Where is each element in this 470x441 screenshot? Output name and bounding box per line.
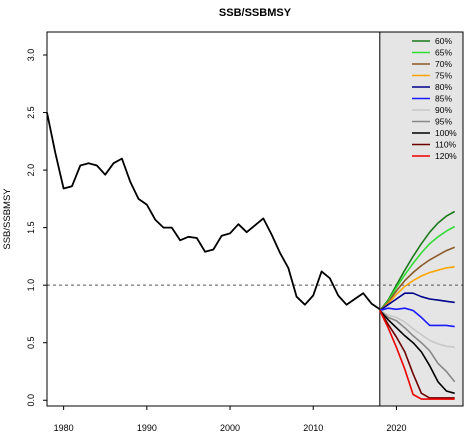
x-tick-label: 2010 (303, 423, 323, 433)
legend-label: 70% (435, 59, 452, 69)
y-tick-label: 1.5 (26, 221, 36, 234)
series-line-85pct (379, 307, 455, 328)
x-tick-label: 2000 (220, 423, 240, 433)
legend-label: 85% (435, 94, 452, 104)
series-line-75pct (379, 266, 455, 312)
legend: 60% 65%70% 75%80% 85%90% 95%100% 110%120% (412, 36, 457, 161)
x-tick-label: 1980 (54, 423, 74, 433)
legend-label: 60% (435, 36, 452, 46)
y-tick-label: 1.0 (26, 279, 36, 292)
legend-label: 100% (435, 128, 457, 138)
x-tick-label: 2020 (386, 423, 406, 433)
series-layer (46, 112, 456, 400)
y-tick-label: 2.5 (26, 106, 36, 119)
legend-label: 65% (435, 48, 452, 58)
series-line-120pct (379, 310, 455, 400)
legend-label: 120% (435, 151, 457, 161)
y-tick-label: 2.0 (26, 164, 36, 177)
series-line-65pct (379, 225, 456, 312)
plot-frame (46, 31, 464, 407)
series-line-110pct (379, 310, 455, 399)
series-line-80pct (379, 292, 455, 312)
y-tick-label: 0.5 (26, 336, 36, 349)
series-line-95pct (379, 309, 456, 383)
series-line-70pct (379, 246, 456, 312)
legend-label: 75% (435, 71, 452, 81)
legend-label: 95% (435, 117, 452, 127)
legend-label: 80% (435, 82, 452, 92)
x-tick-label: 1990 (137, 423, 157, 433)
y-tick-label: 0.0 (26, 394, 36, 407)
series-line-90pct (379, 309, 455, 349)
series-line-60pct (379, 210, 456, 311)
axes-layer: 1980 1990 2000 2010 2020 0.0 0.5 1.0 1.5 2.0 2.5 3.… (26, 49, 406, 433)
y-axis-label: SSB/SSBMSY (2, 188, 13, 250)
chart-title: SSB/SSBMSY (219, 7, 292, 19)
reference-line-layer (47, 32, 463, 406)
historical-series-line (46, 112, 381, 311)
series-line-100pct (379, 309, 455, 395)
legend-label: 90% (435, 105, 452, 115)
y-tick-label: 3.0 (26, 49, 36, 62)
legend-label: 110% (435, 140, 457, 150)
